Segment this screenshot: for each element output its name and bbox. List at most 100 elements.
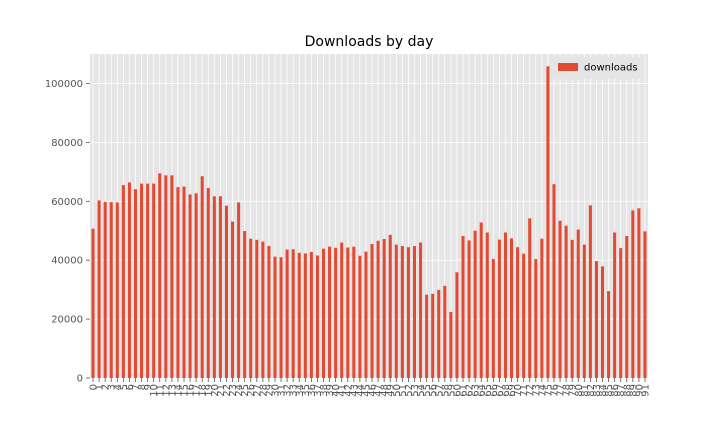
x-tick-label: 26 <box>246 384 257 397</box>
x-tick-label: 44 <box>355 384 366 397</box>
y-tick-label: 40000 <box>51 256 83 267</box>
x-tick-label: 0 <box>89 384 100 390</box>
bar <box>600 266 605 378</box>
bar <box>188 194 192 378</box>
x-tick-label: 51 <box>398 384 409 397</box>
bar <box>619 248 623 378</box>
x-tick-label: 89 <box>628 384 639 397</box>
bar <box>449 312 453 378</box>
bar <box>455 272 459 378</box>
x-tick-label: 64 <box>477 384 488 397</box>
bar <box>491 259 495 378</box>
x-tick-label: 39 <box>325 384 336 397</box>
bar <box>249 238 253 378</box>
bar <box>315 255 319 378</box>
bar <box>370 243 374 378</box>
bar <box>473 230 477 378</box>
bar <box>146 183 150 378</box>
x-tick-label: 69 <box>507 384 518 397</box>
x-tick-label: 27 <box>252 384 263 397</box>
x-tick-label: 32 <box>283 384 294 397</box>
x-tick-label: 67 <box>495 384 506 397</box>
bar <box>321 248 326 378</box>
x-tick-label: 79 <box>568 384 579 397</box>
bar <box>552 184 556 378</box>
bar <box>212 196 216 378</box>
bar <box>170 175 174 378</box>
bar <box>243 231 247 378</box>
x-tick-label: 87 <box>616 384 627 397</box>
bar <box>564 225 568 378</box>
bar <box>546 66 550 378</box>
x-tick-label: 49 <box>386 384 397 397</box>
x-tick-label: 1 <box>95 384 106 390</box>
bars <box>91 66 647 378</box>
x-tick-label: 46 <box>368 384 379 397</box>
x-tick-label: 11 <box>155 384 166 397</box>
bar <box>224 205 228 378</box>
x-tick-label: 86 <box>610 384 621 397</box>
x-tick-label: 28 <box>258 384 269 397</box>
x-tick-label: 5 <box>119 384 130 390</box>
x-tick-label: 4 <box>113 384 124 390</box>
x-tick-label: 74 <box>537 384 548 397</box>
bar <box>394 244 398 378</box>
x-tick-label: 25 <box>240 384 251 397</box>
x-tick-label: 57 <box>434 384 445 397</box>
x-tick-label: 24 <box>234 384 245 397</box>
bar <box>133 189 138 378</box>
x-tick-label: 50 <box>392 384 403 397</box>
x-tick-label: 16 <box>186 384 197 397</box>
bar <box>237 202 241 378</box>
x-tick-label: 43 <box>349 384 360 397</box>
bar <box>516 247 520 378</box>
bar <box>503 232 507 378</box>
x-tick-label: 38 <box>319 384 330 397</box>
bar <box>419 242 423 378</box>
bar <box>218 196 222 378</box>
x-tick-label: 78 <box>562 384 573 397</box>
bar <box>382 238 386 378</box>
bar <box>352 246 356 378</box>
bar <box>127 182 131 378</box>
bar <box>91 228 95 378</box>
bar <box>631 210 635 378</box>
bar <box>158 173 162 378</box>
bar <box>140 183 144 378</box>
x-tick-label: 66 <box>489 384 500 397</box>
x-tick-label: 12 <box>161 384 172 397</box>
x-tick-label: 13 <box>167 384 178 397</box>
x-tick-label: 91 <box>640 384 651 397</box>
y-tick-label: 60000 <box>51 197 83 208</box>
bar <box>594 261 598 378</box>
bar <box>485 232 489 378</box>
x-tick-label: 76 <box>549 384 560 397</box>
x-tick-label: 68 <box>501 384 512 397</box>
x-tick-label: 9 <box>143 384 154 390</box>
x-tick-label: 20 <box>210 384 221 397</box>
x-tick-label: 34 <box>295 384 306 397</box>
x-tick-label: 83 <box>592 384 603 397</box>
x-tick-label: 40 <box>331 384 342 397</box>
bar <box>334 247 338 378</box>
bar <box>443 285 447 378</box>
x-tick-label: 22 <box>222 384 233 397</box>
bar <box>461 236 465 378</box>
bar <box>279 257 283 378</box>
bar <box>340 242 344 378</box>
x-tick-label: 7 <box>131 384 142 390</box>
bar <box>431 293 435 378</box>
legend-box <box>553 57 643 79</box>
bar <box>607 291 611 378</box>
bar <box>115 202 119 378</box>
x-tick-label: 52 <box>404 384 415 397</box>
axes: 0200004000060000800001000000123456789101… <box>45 79 652 397</box>
bar <box>97 200 101 378</box>
x-tick-label: 3 <box>107 384 118 390</box>
x-tick-label: 59 <box>446 384 457 397</box>
bar <box>406 247 410 378</box>
x-tick-label: 81 <box>580 384 591 397</box>
bar <box>582 244 586 378</box>
bar <box>400 246 404 378</box>
bar <box>200 176 204 378</box>
